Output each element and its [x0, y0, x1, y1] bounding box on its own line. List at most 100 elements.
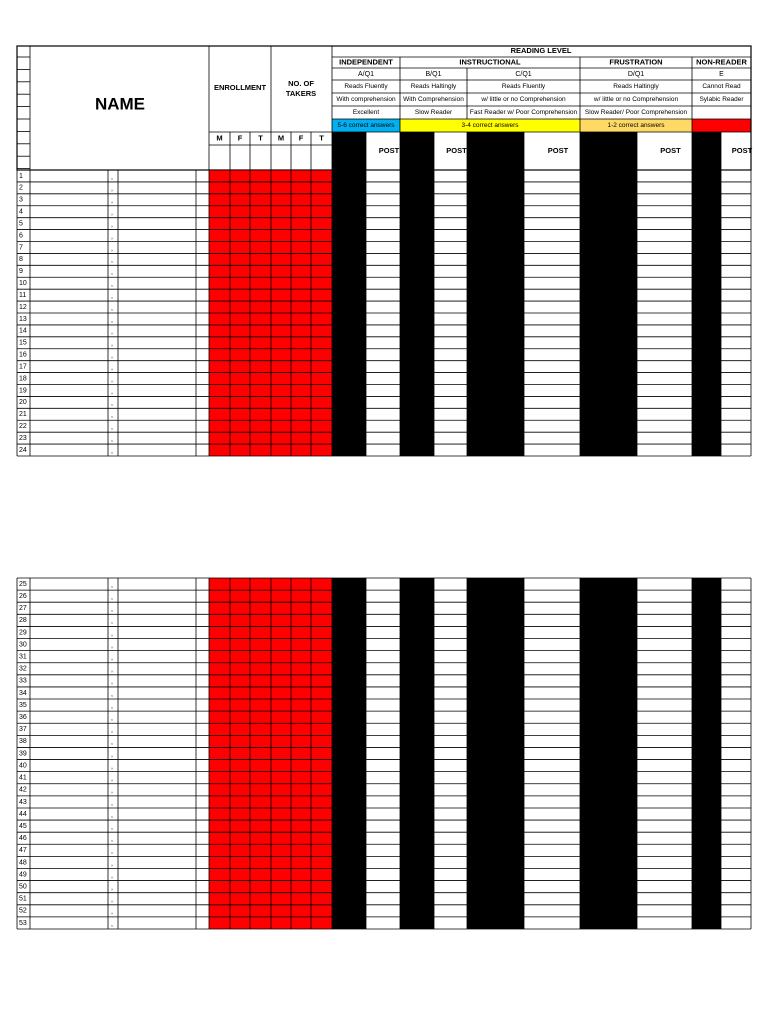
level-desc: Reads Fluently [502, 83, 546, 90]
name-separator: , [111, 293, 113, 300]
pre-column [332, 132, 366, 170]
row-number: 37 [19, 726, 27, 733]
name-separator: , [111, 448, 113, 455]
post-label: POST [446, 146, 467, 155]
name-separator: , [111, 618, 113, 625]
name-separator: , [111, 221, 113, 228]
takers-header: TAKERS [286, 89, 316, 98]
range-label: 5-6 correct answers [337, 122, 395, 129]
range-label: 3-4 correct answers [461, 122, 519, 129]
name-separator: , [111, 800, 113, 807]
post-label: POST [732, 146, 753, 155]
name-separator: , [111, 921, 113, 928]
level-desc: Sylabic Reader [699, 96, 744, 103]
row-number: 41 [19, 775, 27, 782]
row-number: 45 [19, 823, 27, 830]
level-desc: With comprehension [336, 96, 396, 103]
row-number: 17 [19, 363, 27, 370]
row-number: 28 [19, 617, 27, 624]
row-number: 27 [19, 605, 27, 612]
name-separator: , [111, 281, 113, 288]
name-separator: , [111, 233, 113, 240]
name-separator: , [111, 186, 113, 193]
sex-label: T [258, 133, 263, 142]
name-separator: , [111, 400, 113, 407]
row-number: 52 [19, 908, 27, 915]
name-separator: , [111, 329, 113, 336]
name-separator: , [111, 836, 113, 843]
sex-label: F [238, 133, 243, 142]
name-separator: , [111, 776, 113, 783]
row-number: 5 [19, 220, 23, 227]
row-number: 26 [19, 593, 27, 600]
name-separator: , [111, 257, 113, 264]
name-separator: , [111, 606, 113, 613]
row-number: 11 [19, 292, 26, 299]
row-number: 36 [19, 714, 27, 721]
row-number: 38 [19, 738, 27, 745]
level-code: A/Q1 [358, 71, 374, 78]
name-separator: , [111, 317, 113, 324]
row-number: 6 [19, 232, 23, 239]
level-desc: w/ little or no Comprehension [593, 96, 679, 103]
pre-column [400, 132, 434, 170]
row-number: 3 [19, 197, 23, 204]
row-number: 10 [19, 280, 27, 287]
row-number: 46 [19, 835, 27, 842]
row-number: 34 [19, 690, 27, 697]
name-separator: , [111, 739, 113, 746]
name-separator: , [111, 679, 113, 686]
level-desc: Reads Haltingly [411, 83, 457, 90]
level-desc: Cannot Read [702, 83, 741, 90]
name-separator: , [111, 909, 113, 916]
row-number: 13 [19, 316, 27, 323]
row-number: 22 [19, 423, 27, 430]
level-desc: Slow Reader/ Poor Comprehension [585, 109, 688, 116]
row-number: 19 [19, 387, 27, 394]
row-number: 48 [19, 859, 27, 866]
name-separator: , [111, 788, 113, 795]
row-number: 50 [19, 883, 27, 890]
name-separator: , [111, 174, 113, 181]
sex-label: M [216, 133, 222, 142]
name-separator: , [111, 594, 113, 601]
row-number: 53 [19, 920, 27, 927]
name-separator: , [111, 353, 113, 360]
level-code: B/Q1 [426, 71, 442, 78]
sex-label: F [299, 133, 304, 142]
name-separator: , [111, 727, 113, 734]
row-number: 39 [19, 750, 27, 757]
name-separator: , [111, 667, 113, 674]
level-desc: Fast Reader w/ Poor Comprehension [470, 109, 578, 116]
row-number: 20 [19, 399, 27, 406]
name-separator: , [111, 376, 113, 383]
name-separator: , [111, 269, 113, 276]
name-separator: , [111, 210, 113, 217]
row-number: 14 [19, 328, 27, 335]
post-label: POST [548, 146, 569, 155]
name-separator: , [111, 763, 113, 770]
level-desc: Excellent [353, 109, 380, 116]
row-number: 24 [19, 447, 27, 454]
level-code: C/Q1 [515, 71, 531, 78]
row-number: 44 [19, 811, 27, 818]
level-code: E [719, 71, 724, 78]
name-separator: , [111, 642, 113, 649]
row-number: 43 [19, 799, 27, 806]
row-number: 7 [19, 244, 23, 251]
row-number: 12 [19, 304, 27, 311]
pre-column [467, 578, 524, 929]
name-separator: , [111, 884, 113, 891]
row-number: 21 [19, 411, 27, 418]
level-desc: Reads Haltingly [613, 83, 659, 90]
name-separator: , [111, 245, 113, 252]
row-number: 51 [19, 896, 27, 903]
pre-column [692, 132, 721, 170]
row-number: 16 [19, 352, 27, 359]
name-separator: , [111, 860, 113, 867]
name-separator: , [111, 824, 113, 831]
name-separator: , [111, 364, 113, 371]
row-number: 9 [19, 268, 23, 275]
pre-column [332, 578, 366, 929]
